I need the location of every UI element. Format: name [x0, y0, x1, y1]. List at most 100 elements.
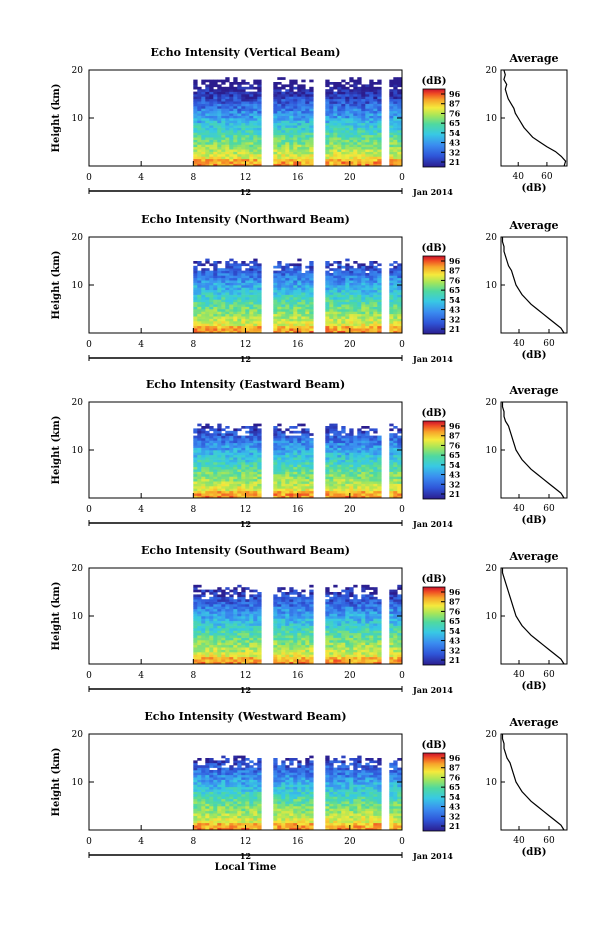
heatmap-cell: [229, 297, 234, 300]
heatmap-cell: [273, 596, 278, 600]
heatmap-cell: [205, 483, 210, 487]
heatmap-cell: [209, 488, 214, 492]
heatmap-cell: [309, 493, 314, 496]
heatmap-cell: [285, 161, 290, 164]
heatmap-cell: [289, 275, 294, 279]
heatmap-cell: [233, 89, 238, 92]
heatmap-cell: [293, 263, 298, 267]
heatmap-cell: [365, 277, 370, 281]
heatmap-cell: [325, 91, 330, 95]
heatmap-cell: [297, 134, 302, 138]
heatmap-cell: [349, 433, 354, 436]
heatmap-cell: [329, 89, 334, 92]
heatmap-cell: [241, 142, 246, 145]
heatmap-cell: [221, 134, 226, 138]
heatmap-cell: [369, 282, 374, 286]
heatmap-cell: [205, 299, 210, 303]
heatmap-cell: [305, 125, 310, 128]
heatmap-cell: [397, 142, 402, 145]
heatmap-cell: [333, 113, 338, 116]
heatmap-cell: [357, 77, 362, 80]
heatmap-cell: [213, 594, 218, 598]
heatmap-cell: [245, 478, 250, 482]
heatmap-cell: [329, 476, 334, 480]
heatmap-cell: [353, 130, 358, 133]
heatmap-cell: [273, 635, 278, 638]
heatmap-cell: [225, 613, 230, 617]
heatmap-cell: [277, 89, 282, 92]
heatmap-cell: [365, 132, 370, 136]
heatmap-cell: [253, 640, 258, 643]
heatmap-cell: [273, 493, 278, 496]
heatmap-cell: [233, 125, 238, 128]
heatmap-cell: [341, 301, 346, 305]
heatmap-cell: [193, 94, 198, 97]
heatmap-cell: [197, 156, 202, 160]
heatmap-cell: [245, 285, 250, 288]
heatmap-cell: [281, 647, 286, 650]
heatmap-cell: [289, 134, 294, 138]
heatmap-cell: [373, 108, 378, 112]
heatmap-cell: [205, 86, 210, 90]
heatmap-cell: [233, 275, 238, 279]
heatmap-cell: [389, 163, 394, 167]
heatmap-cell: [273, 94, 278, 97]
heatmap-cell: [241, 277, 246, 281]
heatmap-cell: [285, 273, 290, 276]
heatmap-cell: [285, 608, 290, 612]
heatmap-cell: [393, 323, 398, 327]
heatmap-cell: [201, 79, 206, 83]
heatmap-cell: [341, 466, 346, 470]
heatmap-cell: [301, 656, 306, 660]
heatmap-cell: [365, 113, 370, 116]
heatmap-cell: [281, 163, 286, 167]
heatmap-cell: [369, 280, 374, 283]
heatmap-cell: [301, 299, 306, 303]
profile-title: Average: [508, 52, 558, 65]
heatmap-cell: [225, 476, 230, 480]
heatmap-cell: [397, 452, 402, 456]
heatmap-cell: [333, 282, 338, 286]
heatmap-cell: [353, 330, 358, 334]
heatmap-cell: [377, 273, 382, 276]
heatmap-cell: [341, 464, 346, 468]
heatmap-cell: [325, 125, 330, 128]
heatmap-cell: [289, 606, 294, 610]
heatmap-cell: [209, 282, 214, 286]
heatmap-cell: [345, 464, 350, 468]
heatmap-cell: [241, 474, 246, 477]
heatmap-cell: [373, 330, 378, 334]
heatmap-cell: [397, 495, 402, 499]
heatmap-cell: [301, 280, 306, 283]
heatmap-cell: [389, 282, 394, 286]
heatmap-cell: [237, 649, 242, 653]
heatmap-cell: [289, 620, 294, 624]
heatmap-cell: [377, 285, 382, 288]
heatmap-cell: [213, 313, 218, 317]
heatmap-cell: [281, 493, 286, 496]
heatmap-cell: [241, 132, 246, 136]
heatmap-cell: [325, 483, 330, 487]
heatmap-cell: [337, 101, 342, 104]
heatmap-cell: [289, 84, 294, 88]
heatmap-cell: [225, 318, 230, 322]
heatmap-cell: [333, 98, 338, 102]
heatmap-cell: [325, 82, 330, 85]
heatmap-cell: [305, 635, 310, 638]
heatmap-cell: [281, 144, 286, 148]
heatmap-cell: [221, 459, 226, 463]
heatmap-cell: [281, 103, 286, 107]
heatmap-cell: [357, 130, 362, 133]
heatmap-cell: [333, 108, 338, 112]
heatmap-cell: [221, 613, 226, 617]
heatmap-cell: [205, 323, 210, 327]
heatmap-cell: [365, 282, 370, 286]
heatmap-cell: [197, 163, 202, 167]
heatmap-cell: [297, 471, 302, 475]
heatmap-cell: [197, 306, 202, 310]
heatmap-cell: [305, 642, 310, 646]
heatmap-cell: [305, 476, 310, 480]
heatmap-cell: [225, 149, 230, 152]
heatmap-cell: [289, 316, 294, 319]
heatmap-cell: [357, 96, 362, 100]
